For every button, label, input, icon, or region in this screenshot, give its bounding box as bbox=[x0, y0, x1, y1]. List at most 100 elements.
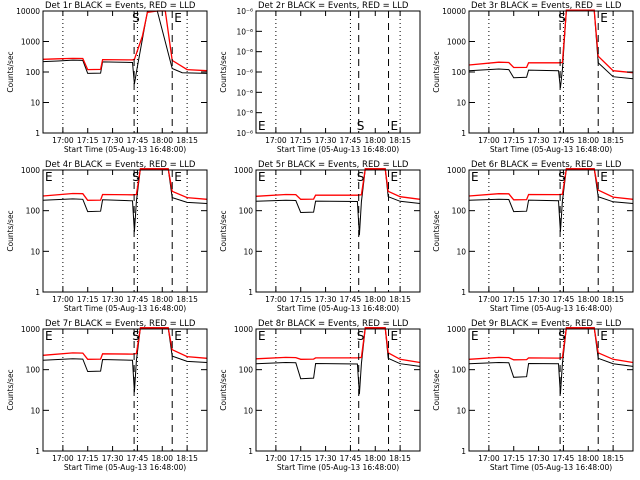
panel-4-xlabel: Start Time (05-Aug-13 16:48:00) bbox=[64, 304, 186, 313]
panel-1-xlabel: Start Time (05-Aug-13 16:48:00) bbox=[64, 145, 186, 154]
panel-2-xtick-label: 17:15 bbox=[290, 136, 312, 145]
panel-9-axes-box bbox=[468, 328, 634, 452]
panel-1-start-label: S bbox=[132, 11, 140, 25]
panel-6-end-label: E bbox=[600, 170, 608, 184]
panel-2-ytick-label: 10⁻⁶ bbox=[236, 68, 253, 77]
panel-4-xtick-label: 17:30 bbox=[102, 295, 124, 304]
panel-3-xtick-label: 17:30 bbox=[528, 136, 550, 145]
panel-7-events-series bbox=[42, 327, 208, 393]
panel-1-ytick-label: 10000 bbox=[16, 7, 40, 16]
panel-4-ytick-label: 1000 bbox=[21, 166, 40, 175]
panel-6-xtick-label: 17:45 bbox=[553, 295, 575, 304]
panel-3-ytick-label: 10 bbox=[456, 99, 466, 108]
panel-9-ytick-label: 100 bbox=[452, 366, 467, 375]
panel-8-title: Det 8r BLACK = Events, RED = LLD bbox=[258, 319, 409, 329]
panel-8-ylabel: Counts/sec bbox=[219, 369, 228, 410]
panel-3-ytick-label: 1 bbox=[461, 129, 466, 138]
panel-8-ytick-label: 100 bbox=[239, 366, 254, 375]
panel-6-title: Det 6r BLACK = Events, RED = LLD bbox=[471, 160, 622, 170]
panel-4-events-series bbox=[42, 168, 208, 232]
panel-5-lld-series bbox=[255, 168, 421, 200]
panel-2-end-label: E bbox=[391, 119, 399, 133]
panel-1-end-label: E bbox=[174, 11, 182, 25]
panel-1-ytick-label: 100 bbox=[26, 68, 41, 77]
panel-3-xtick-label: 17:15 bbox=[503, 136, 525, 145]
panel-4-xtick-label: 18:00 bbox=[151, 295, 173, 304]
panel-4-axes-box bbox=[42, 169, 208, 293]
panel-1-xtick-label: 17:45 bbox=[127, 136, 149, 145]
panel-7-axes-box bbox=[42, 328, 208, 452]
panel-6-xtick-label: 17:30 bbox=[528, 295, 550, 304]
panel-8-xtick-label: 17:30 bbox=[315, 454, 337, 463]
panel-6-xtick-label: 18:15 bbox=[602, 295, 624, 304]
panel-9-events-series bbox=[468, 327, 634, 395]
panel-8-end-label: E bbox=[391, 329, 399, 343]
panel-6-ytick-label: 1000 bbox=[447, 166, 466, 175]
panel-4-xtick-label: 17:00 bbox=[52, 295, 74, 304]
panel-6-lld-series bbox=[468, 168, 634, 201]
panel-7-xtick-label: 18:00 bbox=[151, 454, 173, 463]
panel-6-edge-label: E bbox=[471, 170, 479, 184]
panel-2-ytick-label: 10⁻⁶ bbox=[236, 27, 253, 36]
panel-9-lld-series bbox=[468, 327, 634, 364]
panel-5-ytick-label: 10 bbox=[243, 247, 253, 256]
panel-2-ytick-label: 10⁻⁶ bbox=[236, 109, 253, 118]
panel-5-ylabel: Counts/sec bbox=[219, 210, 228, 251]
panel-2-xtick-label: 17:45 bbox=[340, 136, 362, 145]
panel-9-edge-label: E bbox=[471, 329, 479, 343]
panel-4-edge-label: E bbox=[45, 170, 53, 184]
panel-1-title: Det 1r BLACK = Events, RED = LLD bbox=[45, 1, 196, 11]
panel-3-lld-series bbox=[468, 9, 634, 74]
panel-7-xlabel: Start Time (05-Aug-13 16:48:00) bbox=[64, 463, 186, 472]
panel-2-ytick-label: 10⁻⁶ bbox=[236, 129, 253, 138]
panel-2-start-label: S bbox=[357, 119, 365, 133]
panel-2-ytick-label: 10⁻⁶ bbox=[236, 48, 253, 57]
panel-4-lld-series bbox=[42, 168, 208, 201]
panel-4-ytick-label: 10 bbox=[30, 247, 40, 256]
panel-2-xlabel: Start Time (05-Aug-13 16:48:00) bbox=[277, 145, 399, 154]
panel-6-xtick-label: 17:00 bbox=[478, 295, 500, 304]
panel-9-xtick-label: 18:00 bbox=[577, 454, 599, 463]
panel-4-xtick-label: 17:15 bbox=[77, 295, 99, 304]
panel-1-xtick-label: 18:15 bbox=[176, 136, 198, 145]
panel-4-ytick-label: 1 bbox=[35, 288, 40, 297]
panel-8-axes-box bbox=[255, 328, 421, 452]
panel-5-title: Det 5r BLACK = Events, RED = LLD bbox=[258, 160, 409, 170]
panel-5-xtick-label: 17:45 bbox=[340, 295, 362, 304]
panel-2-ylabel: Counts/sec bbox=[219, 51, 228, 92]
panel-7-title: Det 7r BLACK = Events, RED = LLD bbox=[45, 319, 196, 329]
panel-9-xtick-label: 17:15 bbox=[503, 454, 525, 463]
panel-9-ytick-label: 1000 bbox=[447, 325, 466, 334]
panel-3-title: Det 3r BLACK = Events, RED = LLD bbox=[471, 1, 622, 11]
panel-1-ytick-label: 1000 bbox=[21, 38, 40, 47]
panel-7-xtick-label: 17:15 bbox=[77, 454, 99, 463]
panel-4-end-label: E bbox=[174, 170, 182, 184]
panel-7-ytick-label: 1 bbox=[35, 447, 40, 456]
panel-5-end-label: E bbox=[391, 170, 399, 184]
panel-1-ytick-label: 1 bbox=[35, 129, 40, 138]
panel-9-xtick-label: 18:15 bbox=[602, 454, 624, 463]
panel-8-start-label: S bbox=[357, 329, 365, 343]
panel-6-ytick-label: 100 bbox=[452, 207, 467, 216]
panel-8-ytick-label: 1 bbox=[248, 447, 253, 456]
panel-4-ylabel: Counts/sec bbox=[6, 210, 15, 251]
panel-8-xtick-label: 17:45 bbox=[340, 454, 362, 463]
panel-5-xlabel: Start Time (05-Aug-13 16:48:00) bbox=[277, 304, 399, 313]
panel-1-axes-box bbox=[42, 10, 208, 134]
panel-5-axes-box bbox=[255, 169, 421, 293]
panel-2-ytick-label: 10⁻⁶ bbox=[236, 7, 253, 16]
panel-3-ytick-label: 10000 bbox=[442, 7, 466, 16]
panel-4-start-label: S bbox=[132, 170, 140, 184]
panel-5-start-label: S bbox=[357, 170, 365, 184]
panel-8-xlabel: Start Time (05-Aug-13 16:48:00) bbox=[277, 463, 399, 472]
panel-3-xtick-label: 17:45 bbox=[553, 136, 575, 145]
panel-5-edge-label: E bbox=[258, 170, 266, 184]
panel-1-xtick-label: 18:00 bbox=[151, 136, 173, 145]
panel-5-ytick-label: 1000 bbox=[234, 166, 253, 175]
panel-2-title: Det 2r BLACK = Events, RED = LLD bbox=[258, 1, 409, 11]
panel-3-end-label: E bbox=[600, 11, 608, 25]
panel-1-lld-series bbox=[42, 10, 208, 72]
panel-3-xtick-label: 17:00 bbox=[478, 136, 500, 145]
